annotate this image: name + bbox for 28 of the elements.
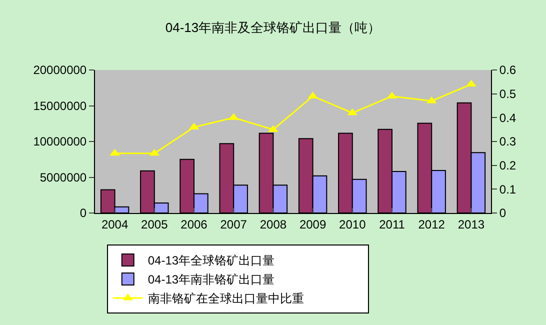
x-tick-label: 2010 <box>339 217 366 232</box>
x-tick-label: 2009 <box>299 217 326 232</box>
y-tick-label: 20000000 <box>33 63 87 78</box>
x-tick-label: 2013 <box>458 217 485 232</box>
x-tick-label: 2011 <box>379 217 406 232</box>
y-tick-label: 10000000 <box>33 134 87 149</box>
y2-tick-label: 0.3 <box>499 134 516 149</box>
x-tick-label: 2006 <box>180 217 208 232</box>
x-tick-label: 2005 <box>141 217 168 232</box>
x-tick-label: 2004 <box>101 217 128 232</box>
y2-tick-label: 0.1 <box>499 182 516 196</box>
legend-label: 04-13年全球铬矿出口量 <box>148 254 275 268</box>
x-tick-label: 2008 <box>260 217 287 232</box>
legend-label: 南非铬矿在全球出口量中比重 <box>148 292 304 306</box>
y-tick-label: 15000000 <box>33 98 87 113</box>
y2-tick-label: 0.4 <box>499 110 516 125</box>
y-tick-label: 0 <box>80 206 87 220</box>
y2-tick-label: 0 <box>499 206 506 220</box>
chart-title: 04-13年南非及全球铬矿出口量（吨） <box>165 20 381 35</box>
point <box>466 80 476 87</box>
y-tick-label: 5000000 <box>40 170 87 184</box>
legend-label: 04-13年南非铬矿出口量 <box>148 272 275 287</box>
x-tick-label: 2007 <box>220 217 248 232</box>
y2-tick-label: 0.6 <box>499 63 516 78</box>
point <box>110 148 120 156</box>
x-tick-label: 2012 <box>418 217 446 232</box>
y2-tick-label: 0.2 <box>499 158 516 173</box>
y2-tick-label: 0.5 <box>499 87 516 102</box>
